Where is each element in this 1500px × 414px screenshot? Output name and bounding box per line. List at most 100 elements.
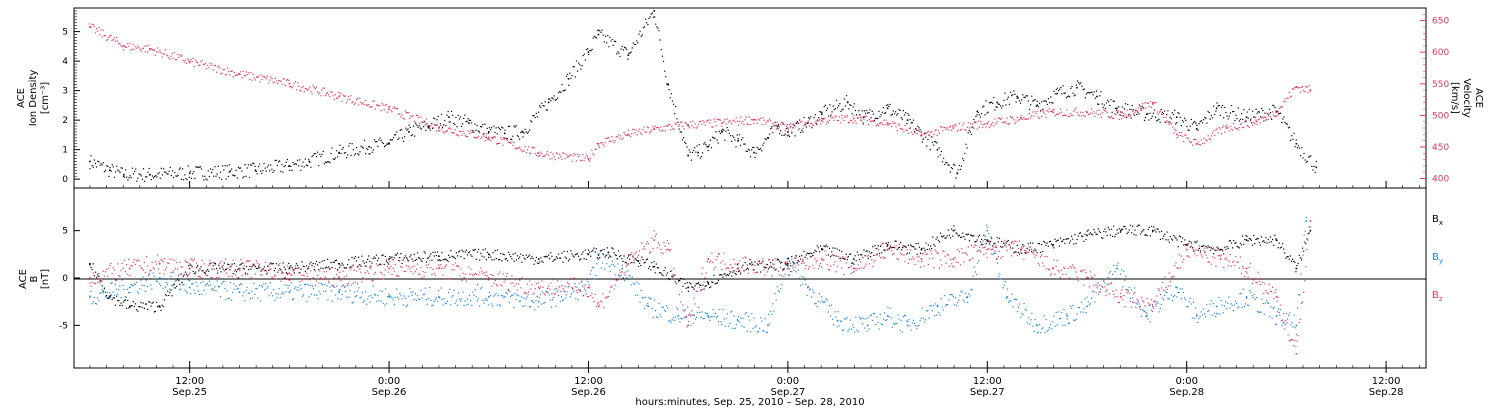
bx-sample: [617, 258, 618, 259]
by-sample: [109, 292, 110, 293]
by-sample: [407, 305, 408, 306]
velocity-sample: [1097, 110, 1098, 111]
bx-sample: [275, 268, 276, 269]
density-sample: [468, 118, 469, 119]
velocity-sample: [622, 137, 623, 138]
velocity-sample: [1263, 117, 1264, 118]
by-sample: [293, 298, 294, 299]
bx-sample: [1304, 242, 1305, 243]
density-sample: [1180, 117, 1181, 118]
density-sample: [557, 97, 558, 98]
density-sample: [1199, 123, 1200, 124]
velocity-sample: [119, 43, 120, 44]
bx-sample: [1147, 235, 1148, 236]
density-sample: [125, 169, 126, 170]
bx-sample: [769, 267, 770, 268]
velocity-sample: [538, 156, 539, 157]
density-sample: [448, 111, 449, 112]
by-sample: [206, 284, 207, 285]
velocity-sample: [1281, 107, 1282, 108]
bz-sample: [240, 259, 241, 260]
bz-sample: [145, 272, 146, 273]
bx-sample: [770, 262, 771, 263]
by-sample: [1278, 309, 1279, 310]
by-point: [677, 315, 679, 317]
bx-sample: [1100, 232, 1101, 233]
bx-sample: [665, 267, 666, 268]
density-sample: [249, 177, 250, 178]
bz-point: [787, 268, 789, 270]
velocity-sample: [1069, 116, 1070, 117]
bz-sample: [298, 272, 299, 273]
by-sample: [746, 312, 747, 313]
bx-sample: [1200, 250, 1201, 251]
density-sample: [600, 32, 601, 33]
by-sample: [256, 288, 257, 289]
by-sample: [949, 294, 950, 295]
density-sample: [1251, 122, 1252, 123]
bx-sample: [975, 241, 976, 242]
density-sample: [1026, 95, 1027, 96]
density-sample: [452, 115, 453, 116]
velocity-sample: [902, 129, 903, 130]
bx-sample: [475, 249, 476, 250]
velocity-sample: [852, 122, 853, 123]
density-sample: [173, 177, 174, 178]
bz-sample: [325, 277, 326, 278]
by-sample: [1080, 311, 1081, 312]
by-sample: [1263, 303, 1264, 304]
bz-sample: [239, 270, 240, 271]
by-sample: [479, 306, 480, 307]
by-sample: [793, 263, 794, 264]
bx-sample: [346, 267, 347, 268]
by-sample: [1139, 303, 1140, 304]
by-sample: [1108, 277, 1109, 278]
by-sample: [543, 303, 544, 304]
by-sample: [1088, 301, 1089, 302]
bx-sample: [889, 248, 890, 249]
bx-sample: [1061, 241, 1062, 242]
density-sample: [581, 65, 582, 66]
velocity-sample: [687, 125, 688, 126]
velocity-sample: [898, 123, 899, 124]
velocity-sample: [534, 147, 535, 148]
by-sample: [864, 327, 865, 328]
velocity-sample: [486, 133, 487, 134]
velocity-sample: [1087, 112, 1088, 113]
bz-sample: [432, 269, 433, 270]
by-sample: [1125, 276, 1126, 277]
bx-sample: [729, 273, 730, 274]
velocity-sample: [735, 121, 736, 122]
by-sample: [488, 304, 489, 305]
velocity-sample: [234, 72, 235, 73]
velocity-sample: [219, 67, 220, 68]
by-sample: [1269, 316, 1270, 317]
bx-sample: [637, 260, 638, 261]
velocity-sample: [733, 119, 734, 120]
density-sample: [970, 131, 971, 132]
bz-sample: [365, 272, 366, 273]
bz-sample: [448, 261, 449, 262]
velocity-sample: [797, 123, 798, 124]
velocity-sample: [177, 54, 178, 55]
velocity-sample: [551, 158, 552, 159]
density-sample: [558, 92, 559, 93]
velocity-sample: [462, 131, 463, 132]
bx-sample: [182, 282, 183, 283]
density-sample: [1074, 95, 1075, 96]
velocity-sample: [662, 130, 663, 131]
velocity-sample: [300, 90, 301, 91]
velocity-sample: [1305, 86, 1306, 87]
bx-sample: [1108, 227, 1109, 228]
bz-sample: [476, 274, 477, 275]
velocity-sample: [380, 110, 381, 111]
bx-sample: [180, 273, 181, 274]
velocity-sample: [698, 124, 699, 125]
by-sample: [739, 322, 740, 323]
density-sample: [567, 74, 568, 75]
density-sample: [829, 104, 830, 105]
by-sample: [1147, 318, 1148, 319]
by-sample: [357, 290, 358, 291]
density-sample: [624, 47, 625, 48]
by-sample: [636, 282, 637, 283]
